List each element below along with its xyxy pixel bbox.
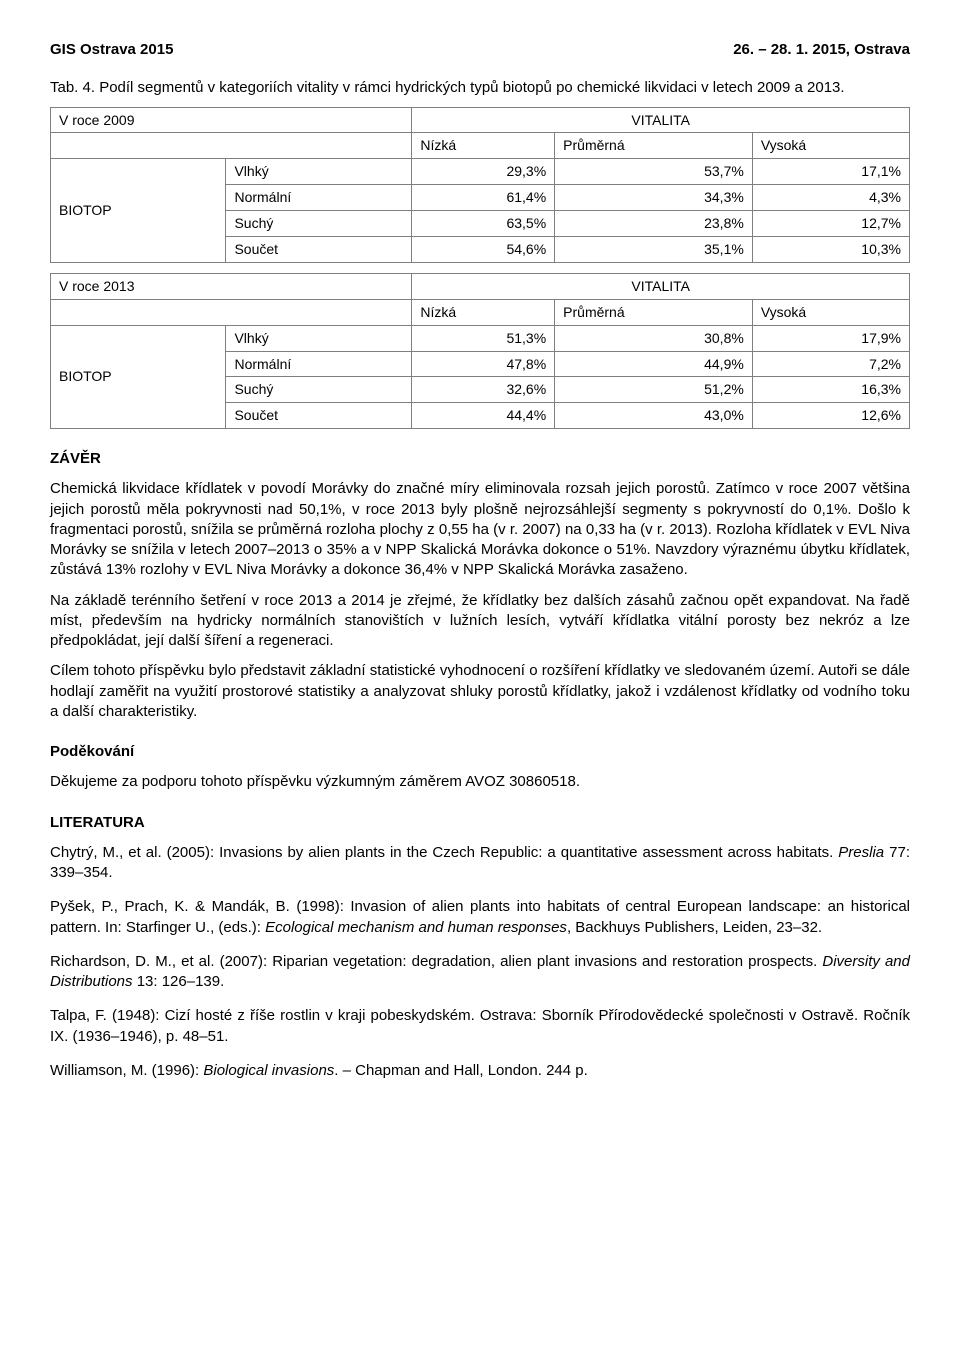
table-caption: Tab. 4. Podíl segmentů v kategoriích vit… xyxy=(50,78,910,98)
blank-cell xyxy=(51,133,412,159)
row-label: Vlhký xyxy=(226,325,412,351)
cell: 54,6% xyxy=(412,236,555,262)
ref-text: 13: 126–139. xyxy=(133,973,225,990)
row-label: Součet xyxy=(226,236,412,262)
col-header: Průměrná xyxy=(555,133,753,159)
ref-text: . – Chapman and Hall, London. 244 p. xyxy=(334,1062,588,1079)
page-header: GIS Ostrava 2015 26. – 28. 1. 2015, Ostr… xyxy=(50,40,910,60)
cell: 12,7% xyxy=(752,211,909,237)
cell: 12,6% xyxy=(752,403,909,429)
biotop-label: BIOTOP xyxy=(51,159,226,263)
ref-italic: Preslia xyxy=(838,844,884,861)
vitalita-header: VITALITA xyxy=(412,107,910,133)
ref-text: Chytrý, M., et al. (2005): Invasions by … xyxy=(50,844,838,861)
cell: 23,8% xyxy=(555,211,753,237)
cell: 63,5% xyxy=(412,211,555,237)
cell: 17,1% xyxy=(752,159,909,185)
row-label: Suchý xyxy=(226,377,412,403)
section-title-literatura: LITERATURA xyxy=(50,813,910,833)
paragraph: Na základě terénního šetření v roce 2013… xyxy=(50,591,910,652)
ref-text: Williamson, M. (1996): xyxy=(50,1062,203,1079)
paragraph: Cílem tohoto příspěvku bylo představit z… xyxy=(50,661,910,722)
cell: 17,9% xyxy=(752,325,909,351)
reference: Richardson, D. M., et al. (2007): Ripari… xyxy=(50,952,910,993)
cell: 51,2% xyxy=(555,377,753,403)
paragraph: Chemická likvidace křídlatek v povodí Mo… xyxy=(50,479,910,580)
header-right: 26. – 28. 1. 2015, Ostrava xyxy=(733,40,910,60)
col-header: Průměrná xyxy=(555,299,753,325)
cell: 43,0% xyxy=(555,403,753,429)
paragraph: Děkujeme za podporu tohoto příspěvku výz… xyxy=(50,772,910,792)
cell: 29,3% xyxy=(412,159,555,185)
col-header: Nízká xyxy=(412,299,555,325)
cell: 47,8% xyxy=(412,351,555,377)
vitalita-header: VITALITA xyxy=(412,273,910,299)
reference: Talpa, F. (1948): Cizí hosté z říše rost… xyxy=(50,1006,910,1047)
table-2013: V roce 2013 VITALITA Nízká Průměrná Vyso… xyxy=(50,273,910,429)
table-2009: V roce 2009 VITALITA Nízká Průměrná Vyso… xyxy=(50,107,910,263)
reference: Williamson, M. (1996): Biological invasi… xyxy=(50,1061,910,1081)
cell: 16,3% xyxy=(752,377,909,403)
ref-italic: Biological invasions xyxy=(203,1062,334,1079)
cell: 44,4% xyxy=(412,403,555,429)
cell: 32,6% xyxy=(412,377,555,403)
row-label: Součet xyxy=(226,403,412,429)
cell: 53,7% xyxy=(555,159,753,185)
section-title-zaver: ZÁVĚR xyxy=(50,449,910,469)
cell: 7,2% xyxy=(752,351,909,377)
table-year: V roce 2009 xyxy=(51,107,412,133)
reference: Chytrý, M., et al. (2005): Invasions by … xyxy=(50,843,910,884)
biotop-label: BIOTOP xyxy=(51,325,226,429)
cell: 10,3% xyxy=(752,236,909,262)
col-header: Nízká xyxy=(412,133,555,159)
row-label: Vlhký xyxy=(226,159,412,185)
header-left: GIS Ostrava 2015 xyxy=(50,40,173,60)
cell: 35,1% xyxy=(555,236,753,262)
section-title-ack: Poděkování xyxy=(50,742,910,762)
cell: 30,8% xyxy=(555,325,753,351)
reference: Pyšek, P., Prach, K. & Mandák, B. (1998)… xyxy=(50,897,910,938)
cell: 61,4% xyxy=(412,185,555,211)
cell: 34,3% xyxy=(555,185,753,211)
col-header: Vysoká xyxy=(752,133,909,159)
ref-text: , Backhuys Publishers, Leiden, 23–32. xyxy=(567,919,822,936)
row-label: Normální xyxy=(226,185,412,211)
ref-italic: Ecological mechanism and human responses xyxy=(265,919,567,936)
row-label: Suchý xyxy=(226,211,412,237)
ref-text: Richardson, D. M., et al. (2007): Ripari… xyxy=(50,953,822,970)
blank-cell xyxy=(51,299,412,325)
table-year: V roce 2013 xyxy=(51,273,412,299)
cell: 51,3% xyxy=(412,325,555,351)
row-label: Normální xyxy=(226,351,412,377)
cell: 4,3% xyxy=(752,185,909,211)
cell: 44,9% xyxy=(555,351,753,377)
col-header: Vysoká xyxy=(752,299,909,325)
